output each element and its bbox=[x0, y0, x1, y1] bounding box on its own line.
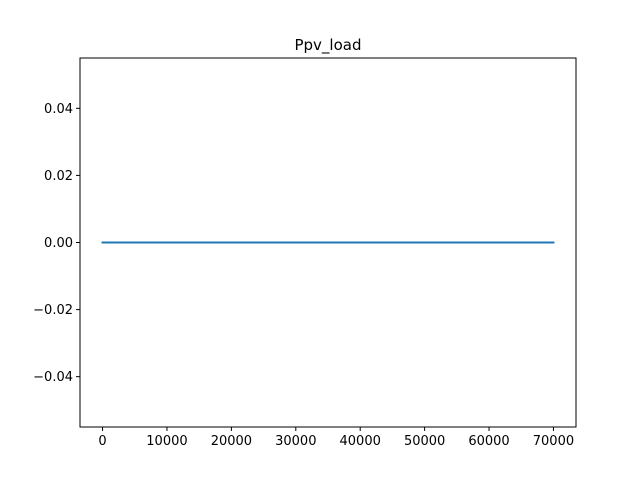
x-tick-label: 50000 bbox=[404, 434, 445, 449]
y-tick-label: 0.00 bbox=[44, 236, 73, 251]
y-tick-label: −0.04 bbox=[33, 370, 73, 385]
x-axis-ticks: 0 10000 20000 30000 40000 50000 60000 70000 bbox=[98, 427, 574, 449]
x-tick-label: 70000 bbox=[533, 434, 574, 449]
x-tick-label: 0 bbox=[98, 434, 106, 449]
axes-frame bbox=[79, 57, 577, 428]
y-tick-label: −0.02 bbox=[33, 303, 73, 318]
x-tick-label: 40000 bbox=[340, 434, 381, 449]
y-axis-ticks: −0.04 −0.02 0.00 0.02 0.04 bbox=[33, 102, 80, 385]
x-tick-label: 20000 bbox=[211, 434, 252, 449]
y-tick-label: 0.04 bbox=[44, 102, 73, 117]
y-tick-label: 0.02 bbox=[44, 169, 73, 184]
chart-title: Ppv_load bbox=[294, 36, 361, 55]
x-tick-label: 10000 bbox=[146, 434, 187, 449]
x-tick-label: 30000 bbox=[275, 434, 316, 449]
x-tick-label: 60000 bbox=[468, 434, 509, 449]
